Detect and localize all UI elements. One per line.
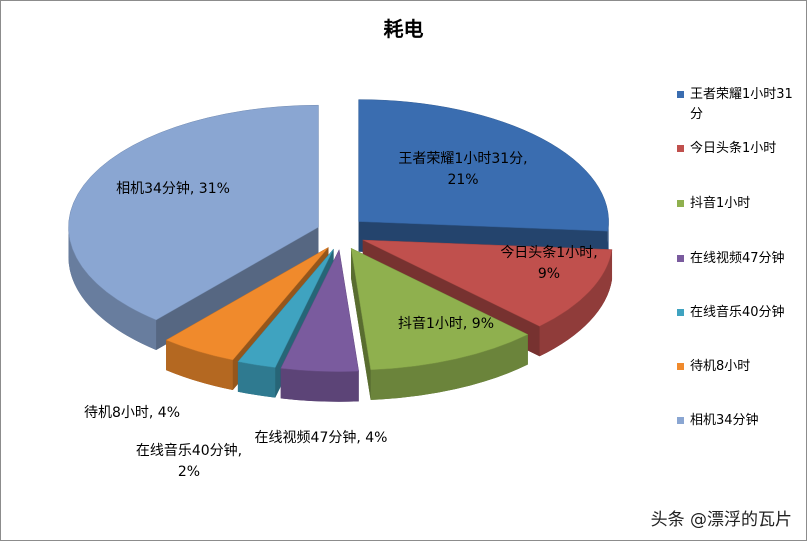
slice-top xyxy=(358,99,609,232)
legend-swatch xyxy=(677,200,684,207)
slice-top xyxy=(280,248,360,372)
legend-swatch xyxy=(677,91,684,98)
legend-swatch xyxy=(677,363,684,370)
pie-slice xyxy=(350,247,529,400)
data-label: 在线视频47分钟, 4% xyxy=(254,430,388,446)
slice-side xyxy=(351,248,371,400)
watermark: 头条 @漂浮的瓦片 xyxy=(650,510,792,530)
data-label: 待机8小时, 4% xyxy=(83,405,181,421)
slice-wall xyxy=(280,368,359,402)
legend-text: 王者荣耀1小时31分 xyxy=(690,87,793,122)
legend-text: 抖音1小时 xyxy=(690,196,751,211)
slice-top xyxy=(68,104,319,321)
data-label: 相机34分钟, 31% xyxy=(116,181,230,197)
legend-swatch xyxy=(677,255,684,262)
legend-swatch xyxy=(677,309,684,316)
data-label: 抖音1小时, 9% xyxy=(397,316,495,332)
slice-wall xyxy=(237,361,276,398)
slice-top xyxy=(237,248,334,368)
pie-slice xyxy=(68,104,319,350)
legend-item: 王者荣耀1小时31分 xyxy=(677,85,795,125)
slice-wall xyxy=(539,249,613,357)
legend-item: 在线音乐40分钟 xyxy=(677,303,795,323)
data-label: 今日头条1小时, 9% xyxy=(500,245,598,282)
slice-top xyxy=(362,239,613,327)
legend-item: 相机34分钟 xyxy=(677,411,795,431)
legend-item: 抖音1小时 xyxy=(677,194,795,214)
legend-text: 在线音乐40分钟 xyxy=(690,305,785,320)
slice-wall xyxy=(166,340,233,391)
legend-text: 今日头条1小时 xyxy=(690,141,777,156)
legend-text: 在线视频47分钟 xyxy=(690,251,785,266)
data-label: 在线音乐40分钟, 2% xyxy=(135,443,243,480)
legend-item: 在线视频47分钟 xyxy=(677,249,795,269)
data-label: 王者荣耀1小时31分, 21% xyxy=(398,151,528,188)
slice-wall xyxy=(370,334,528,400)
slice-top xyxy=(350,247,529,371)
legend-text: 相机34分钟 xyxy=(690,413,759,428)
chart-title: 耗电 xyxy=(383,17,424,41)
slice-side xyxy=(156,227,319,350)
pie-slice xyxy=(358,99,609,262)
pie-slice xyxy=(280,248,360,402)
legend-swatch xyxy=(677,145,684,152)
slice-wall xyxy=(68,227,157,350)
legend-text: 待机8小时 xyxy=(690,359,751,374)
slice-top xyxy=(165,247,329,361)
legend-item: 待机8小时 xyxy=(677,357,795,377)
legend-item: 今日头条1小时 xyxy=(677,139,795,159)
legend-swatch xyxy=(677,417,684,424)
